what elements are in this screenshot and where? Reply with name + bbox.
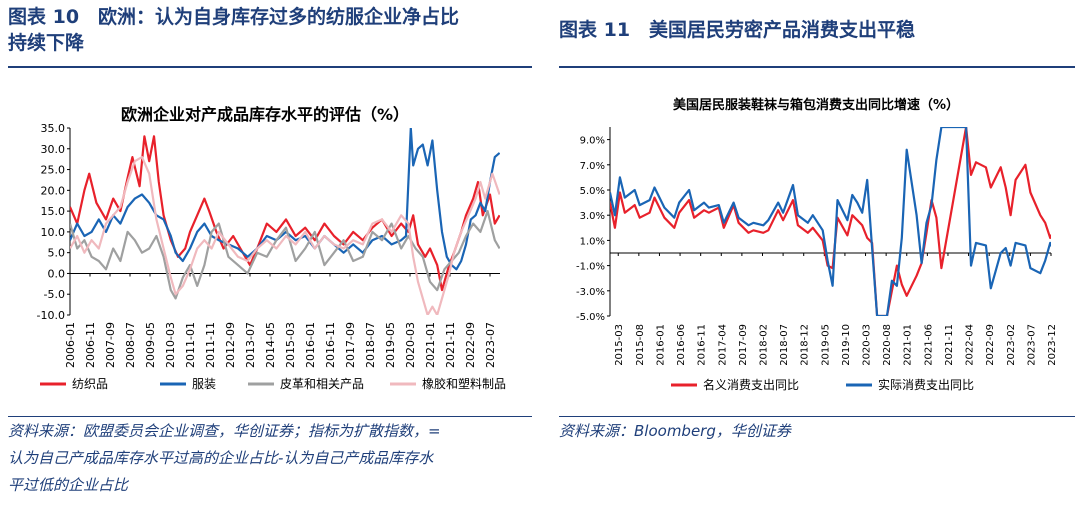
y-tick-label: 3.0% (580, 211, 605, 222)
chart-10: 欧洲企业对产成品库存水平的评估（%） 35.0 30.0 25.0 20.0 15.0 10… (37, 105, 506, 391)
legend-label-1: 纺织品 (72, 377, 108, 391)
x-tick-label: 2010-03 (164, 322, 177, 368)
legend-label-2: 服装 (192, 377, 216, 391)
series-line-1 (70, 135, 500, 292)
series-line-4 (70, 156, 500, 315)
x-tick-label: 2019-10 (841, 324, 852, 366)
x-tick-label: 2023-07 (484, 322, 497, 368)
title-rule (559, 66, 1075, 68)
x-tick-label: 2021-01 (903, 324, 914, 366)
chart-11: 美国居民服装鞋袜与箱包消费支出同比增速（%） 9.0% 7.0% 5.0% 3.0% 1.… (576, 97, 1058, 392)
x-tick-label: 2015-03 (284, 322, 297, 368)
x-tick-label: 2015-08 (635, 324, 646, 366)
x-tick-label: 2011-01 (184, 322, 197, 368)
source-rule (8, 416, 532, 417)
x-tick-label: 2017-09 (344, 322, 357, 368)
x-tick-label: 2009-05 (144, 322, 157, 368)
y-tick-label: -10.0 (37, 309, 65, 322)
x-tick-label: 2018-07 (779, 324, 790, 366)
x-tick-label: 2021-11 (444, 322, 457, 368)
x-tick-label: 2019-05 (820, 324, 831, 366)
chart-title: 欧洲企业对产成品库存水平的评估（%） (121, 105, 409, 124)
y-tick-label: 7.0% (580, 161, 605, 172)
x-tick-label: 2015-03 (614, 324, 625, 366)
x-tick-label: 2016-01 (655, 324, 666, 366)
x-tick-label: 2011-11 (204, 322, 217, 368)
x-tick-label: 2022-09 (985, 324, 996, 366)
y-tick-label: -3.0% (576, 287, 605, 298)
y-tick-label: 5.0 (48, 247, 66, 260)
y-tick-label: 9.0% (580, 136, 605, 147)
source-note: 资料来源：欧盟委员会企业调查，华创证券；指标为扩散指数，= 认为自己产成品库存水… (8, 418, 441, 499)
source-line: 认为自己产成品库存水平过高的企业占比-认为自己产成品库存水 (8, 449, 434, 467)
x-tick-label: 2021-06 (923, 324, 934, 366)
x-tick-label: 2022-04 (965, 324, 976, 366)
legend-label-1: 名义消费支出同比 (703, 377, 799, 392)
series-line-2 (610, 127, 1051, 316)
source-rule (559, 416, 1075, 417)
y-tick-label: 20.0 (41, 184, 66, 197)
y-tick-label: 1.0% (580, 236, 605, 247)
x-tick-label: 2016-11 (324, 322, 337, 368)
x-tick-label: 2014-05 (264, 322, 277, 368)
x-tick-label: 2023-02 (1006, 324, 1017, 366)
y-tick-label: 5.0% (580, 186, 605, 197)
source-line: 资料来源：欧盟委员会企业调查，华创证券；指标为扩散指数，= (8, 422, 441, 440)
figure-title: 图表 10 欧洲：认为自身库存过多的纺服企业净占比 持续下降 (8, 4, 459, 56)
x-tick-label: 2021-01 (424, 322, 437, 368)
x-tick-label: 2018-07 (364, 322, 377, 368)
figure-title-line: 图表 10 欧洲：认为自身库存过多的纺服企业净占比 (8, 6, 460, 28)
y-tick-label: 0.0 (48, 267, 66, 280)
y-tick-label: 15.0 (41, 205, 66, 218)
x-tick-label: 2020-03 (862, 324, 873, 366)
x-tick-label: 2022-09 (464, 322, 477, 368)
figure-title: 图表 11 美国居民劳密产品消费支出平稳 (559, 17, 915, 43)
x-tick-label: 2016-01 (304, 322, 317, 368)
figure-10-panel: 图表 10 欧洲：认为自身库存过多的纺服企业净占比 持续下降 欧洲企业对产成品库… (8, 4, 532, 499)
series-line-2 (70, 128, 500, 271)
legend-label-2: 实际消费支出同比 (878, 377, 974, 392)
series-line-1 (610, 127, 1051, 316)
x-tick-label: 2019-05 (384, 322, 397, 368)
x-tick-label: 2020-03 (404, 322, 417, 368)
x-tick-label: 2021-11 (944, 324, 955, 366)
figure-title-line: 持续下降 (8, 32, 85, 54)
y-tick-label: -1.0% (576, 262, 605, 273)
figure-title-line: 图表 11 美国居民劳密产品消费支出平稳 (559, 19, 916, 41)
x-tick-label: 2007-09 (104, 322, 117, 368)
source-note: 资料来源：Bloomberg，华创证券 (559, 418, 791, 445)
source-line: 平过低的企业占比 (8, 476, 129, 494)
x-tick-label: 2017-09 (738, 324, 749, 366)
x-tick-label: 2018-02 (758, 324, 769, 366)
y-tick-label: 30.0 (41, 143, 66, 156)
x-tick-label: 2013-07 (244, 322, 257, 368)
x-tick-label: 2020-08 (882, 324, 893, 366)
y-tick-label: 10.0 (41, 226, 66, 239)
y-tick-label: -5.0% (576, 312, 605, 323)
y-tick-label: 25.0 (41, 164, 66, 177)
x-tick-label: 2012-09 (224, 322, 237, 368)
figure-11-panel: 图表 11 美国居民劳密产品消费支出平稳 美国居民服装鞋袜与箱包消费支出同比增速… (551, 0, 1080, 505)
x-tick-label: 2023-12 (1047, 324, 1058, 366)
series-line-3 (70, 210, 500, 300)
x-tick-label: 2016-06 (676, 324, 687, 366)
x-tick-label: 2018-12 (800, 324, 811, 366)
x-tick-label: 2017-04 (717, 324, 728, 366)
title-rule (8, 66, 532, 68)
y-tick-label: -5.0 (44, 288, 65, 301)
x-tick-label: 2016-11 (697, 324, 708, 366)
legend-label-3: 皮革和相关产品 (280, 377, 364, 391)
x-tick-label: 2008-07 (124, 322, 137, 368)
x-tick-label: 2006-11 (84, 322, 97, 368)
chart-title: 美国居民服装鞋袜与箱包消费支出同比增速（%） (673, 97, 959, 113)
source-line: 资料来源：Bloomberg，华创证券 (559, 422, 791, 440)
y-tick-label: 35.0 (41, 122, 66, 135)
x-tick-label: 2023-07 (1026, 324, 1037, 366)
legend-label-4: 橡胶和塑料制品 (422, 376, 506, 391)
x-tick-label: 2006-01 (64, 322, 77, 368)
